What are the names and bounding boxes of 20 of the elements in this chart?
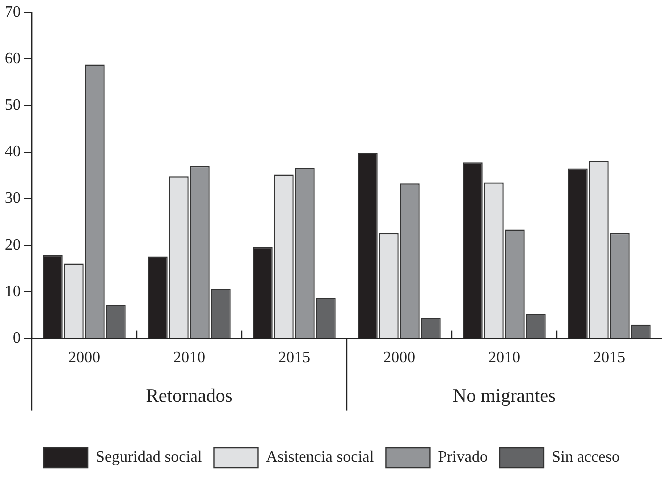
x-tick-label: 2000 (68, 350, 100, 367)
x-tick-label: 2000 (384, 350, 416, 367)
y-tick-label: 60 (5, 50, 21, 68)
y-tick-label: 20 (5, 236, 21, 254)
legend-label: Privado (438, 449, 488, 466)
y-tick-label: 30 (5, 190, 21, 208)
y-tick-label: 10 (5, 283, 21, 300)
y-tick-label: 70 (5, 4, 21, 21)
y-tick-label: 50 (5, 97, 21, 114)
y-tick-label: 0 (13, 330, 21, 348)
x-tick-label: 2015 (594, 350, 626, 367)
legend-label: Seguridad social (96, 449, 203, 466)
y-tick-label: 40 (5, 144, 21, 161)
legend-label: Sin acceso (552, 449, 620, 466)
x-tick-label: 2010 (488, 350, 520, 367)
x-tick-label: 2010 (174, 350, 206, 367)
x-tick-label: 2015 (278, 350, 310, 367)
text: No migrantes (453, 386, 556, 407)
text: Retornados (146, 386, 233, 407)
legend-label: Asistencia social (266, 449, 375, 466)
